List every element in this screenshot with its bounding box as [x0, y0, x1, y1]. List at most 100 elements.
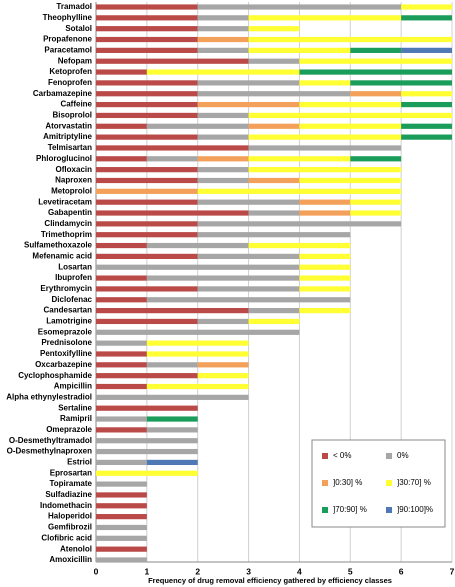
y-tick-label: Candesartan [44, 306, 93, 315]
y-tick-label: O-Desmethyltramadol [9, 436, 92, 445]
bar-segment [401, 47, 452, 53]
bar-segment [197, 286, 300, 292]
bar-segment [96, 275, 147, 281]
y-tick-label: Phloroglucinol [36, 154, 92, 163]
bar-segment [96, 26, 198, 32]
bar-segment [248, 308, 300, 314]
bar-segment [96, 112, 198, 119]
bar-segment [197, 80, 300, 86]
bar-segment [197, 253, 300, 259]
bar-segment [248, 145, 402, 151]
y-tick-label: Estriol [67, 458, 92, 467]
y-tick-label: Tramadol [56, 2, 92, 11]
bar-segment [350, 156, 402, 162]
bar-segment [96, 351, 147, 357]
legend-label: ]70:90] % [333, 505, 367, 514]
bar-segment [96, 459, 147, 466]
bar-segment [248, 26, 300, 32]
bar-segment [146, 351, 249, 357]
bar-segment [146, 383, 249, 390]
bar-segment [197, 318, 249, 325]
bar-segment [248, 210, 300, 216]
bar-segment [248, 36, 452, 43]
bar-segment [96, 101, 198, 108]
legend-swatch [322, 453, 328, 459]
bar-segment [96, 80, 198, 86]
y-tick-label: Atorvastatin [45, 121, 92, 130]
bar-segment [197, 15, 249, 21]
bar-segment [248, 177, 300, 184]
y-tick-label: Ofloxacin [56, 165, 93, 174]
bar-segment [248, 156, 351, 162]
legend-label: ]90:100]% [397, 505, 433, 514]
bar-segment [350, 80, 452, 86]
y-tick-label: Topiramate [49, 479, 92, 488]
bar-segment [96, 546, 147, 552]
legend-label: ]0:30] % [333, 478, 362, 487]
bar-segment [350, 210, 402, 216]
y-tick-label: Eprosartan [50, 468, 92, 477]
bar-segment [248, 242, 351, 249]
y-tick-label: Fenoprofen [48, 78, 92, 87]
bar-segment [197, 101, 300, 108]
bar-segment [197, 373, 249, 379]
bar-segment [96, 145, 249, 151]
bar-segment [96, 535, 147, 541]
bar-segment [401, 4, 452, 10]
bar-segment [96, 210, 249, 216]
y-tick-label: Prednisolone [41, 338, 92, 347]
y-tick-label: Esomeprazole [38, 327, 93, 336]
bar-segment [299, 253, 351, 259]
bar-segment [248, 134, 402, 140]
bar-segment [248, 167, 402, 173]
y-tick-label: Ampicillin [54, 382, 92, 391]
legend-swatch [386, 453, 392, 459]
bar-segment [197, 36, 249, 43]
bar-segment [96, 383, 147, 390]
y-tick-label: Amitriptyline [43, 132, 92, 141]
y-tick-label: Bisoprolol [52, 111, 92, 120]
bar-segment [146, 416, 198, 422]
y-tick-label: Cyclophosphamide [18, 371, 92, 380]
bar-segment [146, 362, 198, 368]
bar-segment [299, 177, 402, 184]
y-tick-label: Sertaline [58, 403, 92, 412]
bar-segment [96, 123, 147, 129]
bar-segment [96, 253, 198, 259]
bar-segment [197, 112, 249, 119]
bar-segment [197, 134, 249, 140]
x-tick-label: 5 [348, 566, 353, 576]
x-tick-label: 0 [94, 566, 99, 576]
y-tick-label: Nefopam [58, 56, 92, 65]
bar-segment [96, 177, 198, 184]
y-tick-label: Clindamycin [44, 219, 92, 228]
y-tick-label: Haloperidol [48, 512, 92, 521]
bar-segment [197, 177, 249, 184]
bar-segment [146, 340, 249, 346]
y-tick-label: Propafenone [43, 35, 92, 44]
bar-segment [96, 448, 198, 455]
y-tick-label: O-Desmethylnaproxen [7, 447, 92, 456]
y-tick-label: Caffeine [60, 100, 92, 109]
x-axis-label: Frequency of drug removal efficiency gat… [148, 576, 392, 585]
y-tick-label: Sulfadiazine [45, 490, 92, 499]
bar-segment [299, 264, 351, 270]
bar-segment [248, 123, 300, 129]
y-tick-label: Amoxicillin [49, 555, 92, 564]
y-tick-label: Clofibric acid [41, 533, 92, 542]
bar-segment [248, 47, 351, 53]
legend-label: < 0% [333, 451, 351, 460]
bar-segment [197, 362, 249, 368]
bar-segment [146, 69, 300, 75]
y-tick-label: Diclofenac [52, 295, 93, 304]
bar-segment [146, 242, 249, 249]
y-tick-label: Gabapentin [48, 208, 92, 217]
bar-segment [96, 199, 198, 205]
bar-segment [96, 394, 249, 400]
bar-segment [96, 438, 198, 444]
y-tick-label: Sulfamethoxazole [24, 241, 93, 250]
bar-segment [96, 69, 147, 75]
x-tick-label: 2 [195, 566, 200, 576]
bar-segment [197, 199, 300, 205]
bar-segment [96, 481, 147, 487]
